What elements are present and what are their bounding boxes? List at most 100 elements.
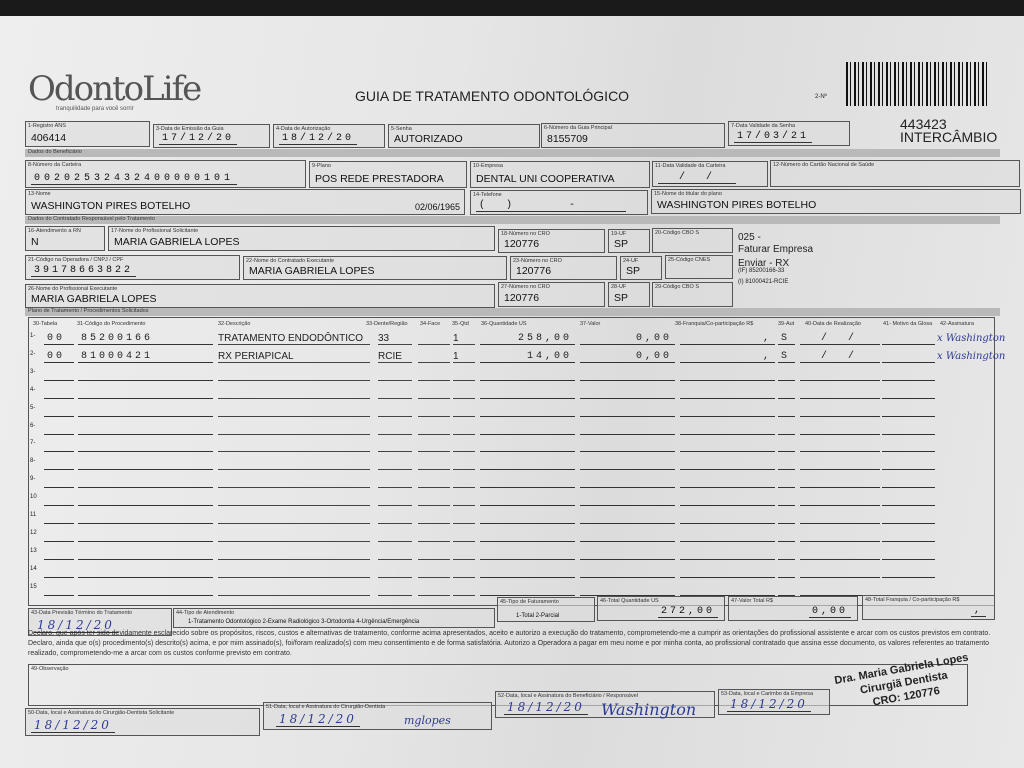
procedure-descricao[interactable]	[218, 458, 370, 471]
procedure-tabela[interactable]	[44, 405, 74, 417]
uf3-field[interactable]: 28-UF SP	[608, 282, 650, 307]
procedure-valor[interactable]: 0,00	[580, 333, 675, 345]
procedure-qtd[interactable]: 1	[453, 333, 475, 345]
procedure-valor[interactable]	[580, 584, 675, 596]
procedure-tabela[interactable]	[44, 387, 74, 399]
procedure-qus[interactable]	[480, 476, 575, 489]
procedure-qus[interactable]	[480, 369, 575, 381]
procedure-qtd[interactable]	[453, 423, 475, 435]
signature-52[interactable]: 52-Data, local e Assinatura do Beneficiá…	[495, 691, 715, 719]
procedure-codigo[interactable]	[78, 440, 213, 453]
procedure-glosa[interactable]	[882, 584, 935, 596]
procedure-aut[interactable]	[778, 530, 795, 542]
procedure-aut[interactable]	[778, 440, 795, 453]
procedure-assinatura[interactable]	[937, 423, 995, 435]
signature-53[interactable]: 53-Data, local e Carimbo da Empresa 18/12…	[718, 689, 830, 715]
procedure-glosa[interactable]	[882, 423, 935, 435]
procedure-qtd[interactable]	[453, 494, 475, 507]
procedure-glosa[interactable]	[882, 351, 935, 363]
procedure-franquia[interactable]	[680, 423, 775, 435]
procedure-qus[interactable]	[480, 458, 575, 471]
procedure-assinatura[interactable]	[937, 387, 995, 399]
end-date-field[interactable]: 43-Data Previsão Término do Tratamento 18…	[28, 608, 172, 636]
procedure-data[interactable]	[800, 566, 880, 578]
procedure-franquia[interactable]	[680, 458, 775, 471]
procedure-qus[interactable]: 14,00	[480, 351, 575, 363]
procedure-glosa[interactable]	[882, 369, 935, 381]
procedure-assinatura[interactable]	[937, 369, 995, 381]
procedure-assinatura[interactable]	[937, 548, 995, 560]
procedure-data[interactable]	[800, 405, 880, 417]
procedure-dente[interactable]	[378, 369, 412, 381]
procedure-dente[interactable]	[378, 530, 412, 542]
procedure-tabela[interactable]	[44, 369, 74, 381]
procedure-qtd[interactable]	[453, 512, 475, 524]
procedure-qus[interactable]	[480, 584, 575, 596]
procedure-franquia[interactable]	[680, 530, 775, 542]
uf2-field[interactable]: 24-UF SP	[620, 256, 662, 280]
procedure-valor[interactable]	[580, 369, 675, 381]
procedure-dente[interactable]	[378, 494, 412, 507]
procedure-tabela[interactable]: 00	[44, 333, 74, 345]
phone-field[interactable]: 14-Telefone( ) -	[470, 190, 648, 215]
procedure-qtd[interactable]	[453, 405, 475, 417]
uf1-field[interactable]: 19-UF SP	[608, 229, 650, 253]
procedure-qus[interactable]: 258,00	[480, 333, 575, 345]
procedure-dente[interactable]	[378, 548, 412, 560]
procedure-qtd[interactable]	[453, 530, 475, 542]
procedure-assinatura[interactable]: x Washington	[937, 350, 1006, 362]
procedure-data[interactable]	[800, 423, 880, 435]
executor-field[interactable]: 26-Nome do Profissional Executante MARIA …	[25, 284, 495, 308]
procedure-valor[interactable]	[580, 530, 675, 542]
procedure-codigo[interactable]: 81000421	[78, 351, 213, 363]
procedure-qtd[interactable]	[453, 548, 475, 560]
holder-field[interactable]: 15-Nome do titular do plano WASHINGTON PI…	[651, 189, 1021, 214]
procedure-face[interactable]	[418, 333, 450, 345]
procedure-franquia[interactable]: ,	[680, 333, 775, 345]
issue-date-field[interactable]: 3-Data de Emissão da Guia 17/12/20	[153, 124, 270, 148]
cro1-field[interactable]: 18-Número no CRO 120776	[498, 229, 605, 253]
procedure-descricao[interactable]	[218, 423, 370, 435]
procedure-codigo[interactable]	[78, 405, 213, 417]
procedure-data[interactable]: / /	[800, 333, 880, 345]
procedure-face[interactable]	[418, 548, 450, 560]
procedure-data[interactable]	[800, 369, 880, 381]
procedure-aut[interactable]: S	[778, 351, 795, 363]
procedure-franquia[interactable]	[680, 494, 775, 507]
procedure-dente[interactable]	[378, 512, 412, 524]
procedure-franquia[interactable]	[680, 512, 775, 524]
procedure-data[interactable]	[800, 584, 880, 596]
procedure-aut[interactable]	[778, 369, 795, 381]
procedure-valor[interactable]	[580, 423, 675, 435]
procedure-tabela[interactable]	[44, 530, 74, 542]
procedure-glosa[interactable]	[882, 440, 935, 453]
procedure-aut[interactable]	[778, 584, 795, 596]
password-validity-field[interactable]: 7-Data Validade da Senha 17/03/21	[728, 121, 850, 146]
procedure-franquia[interactable]	[680, 440, 775, 453]
procedure-face[interactable]	[418, 512, 450, 524]
procedure-face[interactable]	[418, 351, 450, 363]
procedure-aut[interactable]: S	[778, 333, 795, 345]
procedure-face[interactable]	[418, 369, 450, 381]
procedure-qtd[interactable]: 1	[453, 351, 475, 363]
procedure-data[interactable]	[800, 476, 880, 489]
password-field[interactable]: 5-Senha AUTORIZADO	[388, 124, 540, 148]
procedure-face[interactable]	[418, 494, 450, 507]
procedure-valor[interactable]	[580, 476, 675, 489]
procedure-dente[interactable]	[378, 387, 412, 399]
procedure-codigo[interactable]	[78, 530, 213, 542]
procedure-franquia[interactable]	[680, 387, 775, 399]
procedure-codigo[interactable]	[78, 494, 213, 507]
procedure-codigo[interactable]	[78, 566, 213, 578]
cns-field[interactable]: 12-Número do Cartão Nacional de Saúde	[770, 160, 1020, 187]
procedure-valor[interactable]	[580, 512, 675, 524]
procedure-qtd[interactable]	[453, 387, 475, 399]
procedure-face[interactable]	[418, 405, 450, 417]
procedure-codigo[interactable]	[78, 458, 213, 471]
procedure-face[interactable]	[418, 476, 450, 489]
procedure-data[interactable]	[800, 440, 880, 453]
procedure-qus[interactable]	[480, 387, 575, 399]
procedure-qus[interactable]	[480, 423, 575, 435]
cbo3-field[interactable]: 29-Código CBO S	[652, 282, 733, 307]
procedure-assinatura[interactable]	[937, 440, 995, 452]
